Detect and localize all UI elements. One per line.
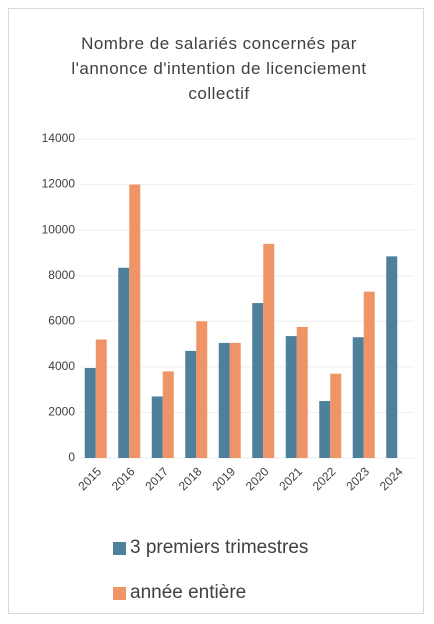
bar: [319, 401, 331, 458]
x-tick-label: 2016: [109, 464, 138, 493]
bar: [229, 342, 241, 458]
legend-item: 3 premiers trimestres: [113, 537, 308, 559]
bar: [330, 373, 342, 458]
y-tick-label: 10000: [42, 222, 76, 236]
bar: [352, 337, 364, 458]
legend-label: année entière: [130, 582, 247, 603]
y-tick-label: 8000: [48, 268, 75, 282]
x-tick-label: 2023: [343, 464, 372, 493]
bar: [118, 267, 130, 458]
bar: [252, 303, 264, 458]
y-tick-label: 0: [68, 450, 75, 464]
bar: [285, 336, 297, 458]
bar: [218, 342, 230, 458]
bar: [196, 321, 208, 458]
x-tick-label: 2015: [75, 464, 104, 493]
legend-label: 3 premiers trimestres: [130, 537, 309, 558]
bar: [84, 367, 96, 458]
x-tick-label: 2019: [209, 464, 238, 493]
bar: [151, 396, 163, 458]
x-tick-label: 2020: [243, 464, 272, 493]
x-tick-label: 2017: [142, 464, 171, 493]
y-tick-label: 14000: [42, 131, 76, 145]
legend-item: année entière: [113, 582, 246, 604]
bar: [129, 184, 141, 459]
y-tick-label: 6000: [48, 313, 75, 327]
bar: [263, 243, 275, 458]
legend-swatch: [113, 586, 126, 600]
bar: [185, 350, 197, 458]
bar: [386, 256, 398, 458]
x-tick-label: 2024: [377, 464, 406, 493]
y-tick-label: 4000: [48, 359, 75, 373]
bar: [296, 326, 308, 458]
x-tick-label: 2021: [276, 464, 305, 493]
y-tick-label: 2000: [48, 405, 75, 419]
chart: 0 2000 4000 6000 8000 10000 12000 14000 2015 2016…: [42, 131, 414, 493]
chart-title: Nombre de salariés concernés par l'annon…: [71, 34, 367, 103]
legend-swatch: [113, 541, 126, 555]
y-tick-label: 12000: [42, 177, 76, 191]
x-tick-label: 2022: [310, 464, 339, 493]
chart-card: Nombre de salariés concernés par l'annon…: [8, 8, 424, 614]
bar: [363, 291, 375, 458]
bar: [95, 339, 107, 458]
bar: [162, 371, 174, 458]
x-tick-label: 2018: [176, 464, 205, 493]
